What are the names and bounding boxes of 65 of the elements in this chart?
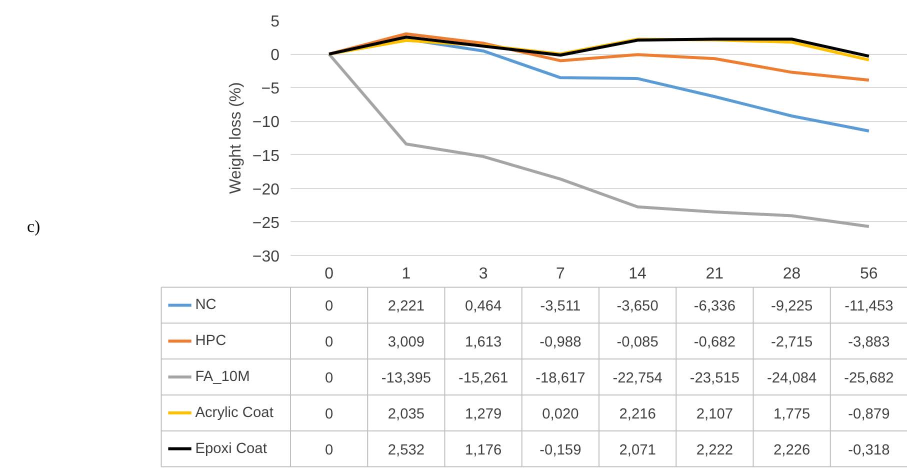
x-tick-label: 28 <box>782 266 801 282</box>
data-label: 2,226 <box>773 442 810 458</box>
y-tick-label: −5 <box>261 80 280 98</box>
data-label: -0,682 <box>694 334 736 351</box>
line-series <box>328 52 870 228</box>
data-label: 1,176 <box>464 442 502 458</box>
x-tick-label: 3 <box>478 266 488 282</box>
data-label: -2,715 <box>771 334 813 351</box>
data-label: 0,464 <box>464 298 502 315</box>
data-label: -24,084 <box>766 370 817 386</box>
y-tick-label: −30 <box>252 248 280 266</box>
data-label: 2,107 <box>696 406 734 422</box>
line-series <box>328 36 870 58</box>
legend-label: FA_10M <box>195 369 250 385</box>
x-tick-label: 0 <box>324 266 334 282</box>
y-tick-label: −10 <box>252 114 280 132</box>
legend-label: Acrylic Coat <box>195 404 274 421</box>
data-label: 2,216 <box>619 406 656 422</box>
x-tick-label: 21 <box>706 266 724 282</box>
data-label: 2,222 <box>696 442 734 458</box>
data-label: 2,035 <box>388 406 425 422</box>
y-tick-label: −25 <box>252 214 280 232</box>
data-label: 1,775 <box>773 406 810 422</box>
data-label: -9,225 <box>771 298 813 315</box>
data-label: -0,988 <box>540 334 582 351</box>
text: c) <box>27 216 40 238</box>
data-label: -25,682 <box>844 370 894 386</box>
data-label: 0 <box>324 442 334 458</box>
x-tick-label: 14 <box>628 266 647 282</box>
x-tick-label: 56 <box>860 266 878 282</box>
y-tick-label: 5 <box>270 14 280 30</box>
x-tick-label: 7 <box>556 266 565 282</box>
data-label: -0,318 <box>848 442 890 458</box>
data-label: -0,879 <box>848 406 890 422</box>
data-label: -3,650 <box>616 298 658 315</box>
data-label: -3,883 <box>848 334 890 351</box>
data-label: 0 <box>324 406 334 422</box>
legend-label: Epoxi Coat <box>195 440 267 457</box>
x-tick-label: 1 <box>402 266 411 282</box>
data-label: -6,336 <box>694 298 736 315</box>
legend-label: HPC <box>195 333 227 350</box>
y-tick-label: −20 <box>252 181 280 198</box>
data-label: -0,159 <box>540 442 582 458</box>
data-label: 0,020 <box>542 406 579 422</box>
data-label: 0 <box>324 298 334 315</box>
data-label: 2,071 <box>619 442 656 458</box>
legend-label: NC <box>195 297 217 314</box>
data-label: 0 <box>324 370 334 386</box>
data-label: -23,515 <box>690 370 740 386</box>
data-label: 2,221 <box>388 298 425 315</box>
data-label: 1,279 <box>464 406 502 422</box>
data-label: 1,613 <box>464 334 502 351</box>
data-label: -15,261 <box>458 370 508 386</box>
data-label: -11,453 <box>844 298 894 315</box>
data-label: -3,511 <box>540 298 581 315</box>
y-tick-label: −15 <box>252 148 280 165</box>
data-label: -0,085 <box>616 334 658 351</box>
data-label: -13,395 <box>381 370 432 386</box>
data-label: -18,617 <box>536 370 586 386</box>
y-tick-label: 0 <box>270 47 280 64</box>
data-label: -22,754 <box>612 370 662 386</box>
data-label: 3,009 <box>388 334 425 351</box>
y-axis-title: Weight loss (%) <box>227 82 244 194</box>
data-label: 0 <box>324 334 334 351</box>
data-label: 2,532 <box>388 442 425 458</box>
